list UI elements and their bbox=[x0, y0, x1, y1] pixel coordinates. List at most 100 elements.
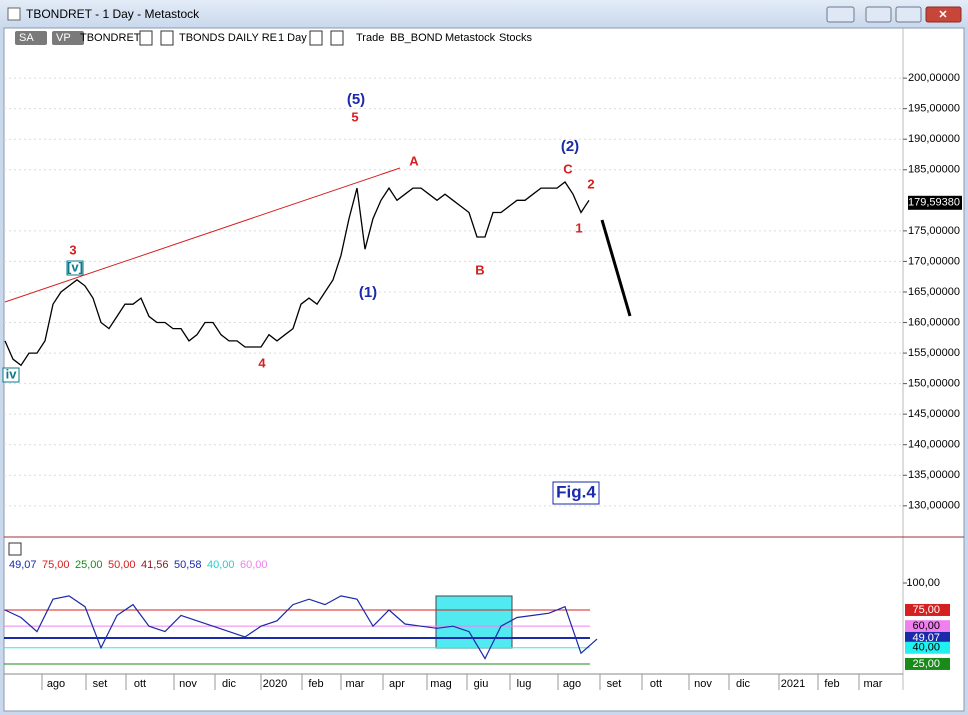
x-tick-label: 2020 bbox=[263, 678, 287, 690]
y-tick-label: 195,00000 bbox=[908, 103, 960, 115]
wave-label: 3 bbox=[69, 242, 76, 257]
panel-toggle[interactable] bbox=[8, 542, 22, 556]
toolbar-item: Trade bbox=[356, 32, 384, 44]
oscillator-line bbox=[4, 595, 598, 660]
annotation-box bbox=[2, 367, 20, 383]
toolbar-item: BB_BOND bbox=[390, 32, 443, 44]
price-line bbox=[4, 181, 590, 367]
wave-label: 4 bbox=[258, 355, 266, 370]
toolbar-item: TBONDRET bbox=[80, 32, 141, 44]
x-tick-label: ago bbox=[563, 678, 581, 690]
level-box bbox=[905, 641, 950, 654]
dropdown[interactable] bbox=[309, 30, 323, 46]
x-tick-label: 2021 bbox=[781, 678, 805, 690]
toolbar-item: 1 Day bbox=[278, 32, 307, 44]
indicator-tick-label: 40,00 bbox=[912, 642, 940, 654]
toolbar: SA VP TBONDRET TBONDS DAILY RE 1 Day Trade BB_… bbox=[15, 30, 533, 46]
title-bar bbox=[0, 0, 968, 28]
toolbar-item: VP bbox=[56, 32, 71, 44]
level-box bbox=[905, 620, 950, 633]
x-tick-label: giu bbox=[474, 678, 489, 690]
minimize-button[interactable] bbox=[865, 6, 892, 23]
wave-label: A bbox=[409, 153, 419, 168]
annotation-box bbox=[552, 481, 600, 505]
indicator-panel: 49,07 75,00 25,00 50,00 41,56 50,58 40,00 60,00… bbox=[4, 559, 950, 670]
wave-label: 2 bbox=[587, 176, 594, 191]
legend-value: 41,56 bbox=[141, 559, 169, 571]
x-axis: ago set ott nov dic 2020 feb mar apr mag giu lug ago… bbox=[41, 674, 883, 690]
x-tick-label: mar bbox=[346, 678, 365, 690]
restore-button[interactable] bbox=[826, 6, 855, 23]
annotation-box bbox=[66, 260, 84, 276]
y-tick-label: 145,00000 bbox=[908, 408, 960, 420]
last-price-label: 179,59380 bbox=[908, 197, 960, 209]
y-tick-label: 165,00000 bbox=[908, 286, 960, 298]
highlight-box bbox=[435, 595, 513, 649]
wave-label: (2) bbox=[561, 138, 579, 155]
x-tick-label: ott bbox=[650, 678, 662, 690]
toolbar-item: Metastock bbox=[445, 32, 496, 44]
wave-label: (1) bbox=[359, 284, 377, 301]
wave-label: B bbox=[475, 262, 484, 277]
y-tick-label: 185,00000 bbox=[908, 164, 960, 176]
legend-value: 50,58 bbox=[174, 559, 202, 571]
dropdown[interactable] bbox=[139, 30, 153, 46]
x-tick-label: dic bbox=[736, 678, 751, 690]
legend-value: 60,00 bbox=[240, 559, 268, 571]
wave-label: (5) bbox=[347, 91, 365, 108]
wave-label: iv bbox=[6, 366, 18, 381]
wave-label: C bbox=[563, 161, 573, 176]
toolbar-button[interactable] bbox=[15, 31, 47, 45]
legend-value: 75,00 bbox=[42, 559, 70, 571]
x-tick-label: feb bbox=[824, 678, 839, 690]
legend-value: 50,00 bbox=[108, 559, 136, 571]
x-tick-label: nov bbox=[179, 678, 197, 690]
indicator-tick-label: 100,00 bbox=[906, 577, 940, 589]
close-button[interactable] bbox=[925, 6, 962, 23]
legend-value: 49,07 bbox=[9, 559, 37, 571]
y-tick-label: 190,00000 bbox=[908, 133, 960, 145]
x-tick-label: ott bbox=[134, 678, 146, 690]
price-panel: 200,00000 195,00000 190,00000 185,00000 175,… bbox=[2, 72, 962, 512]
legend-value: 25,00 bbox=[75, 559, 103, 571]
x-tick-label: lug bbox=[517, 678, 532, 690]
x-tick-label: set bbox=[93, 678, 108, 690]
dropdown[interactable] bbox=[160, 30, 174, 46]
window-title: TBONDRET - 1 Day - Metastock bbox=[26, 7, 200, 21]
level-box bbox=[905, 603, 950, 616]
dropdown[interactable] bbox=[330, 30, 344, 46]
y-tick-label: 170,00000 bbox=[908, 255, 960, 267]
x-tick-label: feb bbox=[308, 678, 323, 690]
level-box bbox=[905, 631, 950, 644]
x-tick-label: apr bbox=[389, 678, 405, 690]
indicator-tick-label: 60,00 bbox=[912, 620, 940, 632]
x-tick-label: mag bbox=[430, 678, 451, 690]
y-tick-label: 155,00000 bbox=[908, 347, 960, 359]
x-tick-label: nov bbox=[694, 678, 712, 690]
y-tick-label: 160,00000 bbox=[908, 316, 960, 328]
indicator-tick-label: 25,00 bbox=[912, 658, 940, 670]
close-glyph: ✕ bbox=[938, 9, 947, 21]
trend-line bbox=[4, 167, 401, 303]
x-tick-label: ago bbox=[47, 678, 65, 690]
wave-label: 5 bbox=[351, 109, 358, 124]
forecast-arrow bbox=[600, 219, 632, 317]
toolbar-button[interactable] bbox=[52, 31, 84, 45]
wave-label: [v] bbox=[67, 259, 83, 274]
wave-label: Fig.4 bbox=[556, 482, 596, 501]
y-tick-label: 130,00000 bbox=[908, 500, 960, 512]
level-box bbox=[905, 657, 950, 670]
toolbar-item: TBONDS DAILY RE bbox=[179, 32, 277, 44]
maximize-button[interactable] bbox=[895, 6, 922, 23]
toolbar-item: Stocks bbox=[499, 32, 533, 44]
y-tick-label: 150,00000 bbox=[908, 378, 960, 390]
y-tick-label: 140,00000 bbox=[908, 439, 960, 451]
legend-value: 40,00 bbox=[207, 559, 235, 571]
app-icon bbox=[7, 7, 21, 21]
x-tick-label: set bbox=[607, 678, 622, 690]
toolbar-item: SA bbox=[19, 32, 34, 44]
x-tick-label: mar bbox=[864, 678, 883, 690]
last-price-box bbox=[908, 195, 962, 210]
wave-label: 1 bbox=[575, 220, 582, 235]
